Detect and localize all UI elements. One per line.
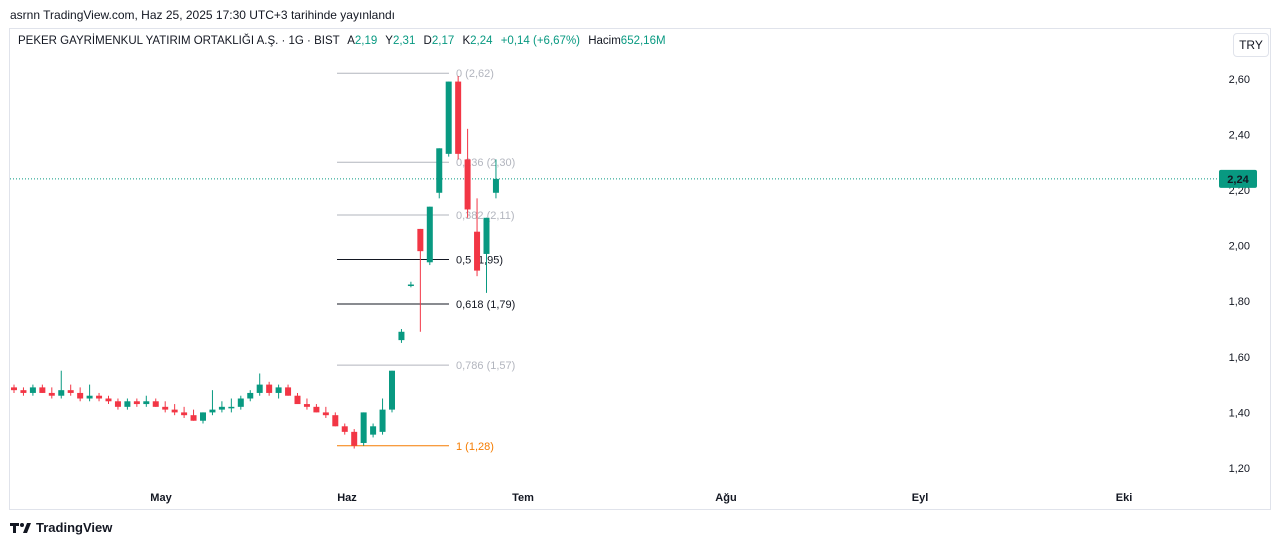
- time-tick-label: May: [150, 492, 172, 504]
- price-tick-label: 2,20: [1229, 185, 1250, 197]
- candle-body: [105, 398, 112, 402]
- last-price-badge: [1219, 169, 1257, 188]
- candle-body: [96, 395, 103, 399]
- symbol-title: PEKER GAYRİMENKUL YATIRIM ORTAKLIĞI A.Ş.…: [18, 35, 340, 47]
- candle-body: [171, 409, 178, 413]
- candle-body: [303, 404, 310, 407]
- currency-button[interactable]: TRY: [1233, 33, 1269, 57]
- candle-body: [370, 426, 377, 435]
- candle-body: [483, 217, 490, 254]
- high-label: Y: [385, 35, 393, 47]
- close-label: K: [462, 35, 471, 47]
- candle-body: [209, 409, 216, 413]
- fib-level-label: 1 (1,28): [456, 441, 494, 453]
- chart-frame: [9, 28, 1271, 510]
- time-tick-label: Eyl: [912, 492, 929, 504]
- candle-body: [58, 390, 65, 396]
- time-tick-label: Eki: [1116, 492, 1133, 504]
- time-tick-label: Haz: [337, 492, 357, 504]
- change-value: +0,14 (+6,67%): [500, 35, 580, 47]
- publisher-info: asrnn TradingView.com, Haz 25, 2025 17:3…: [10, 8, 396, 22]
- fib-level-label: 0,236 (2,30): [456, 157, 515, 169]
- candle-body: [332, 415, 339, 427]
- fib-level-label: 0,382 (2,11): [456, 210, 515, 222]
- tradingview-logo-icon: [10, 522, 31, 533]
- candle-body: [417, 228, 424, 252]
- volume-label: Hacim: [588, 35, 621, 47]
- candle-body: [162, 406, 169, 410]
- price-tick-label: 1,40: [1229, 407, 1250, 419]
- candle-body: [86, 395, 93, 399]
- low-value: 2,17: [431, 35, 455, 47]
- candle-body: [455, 81, 462, 154]
- fib-level-label: 0 (2,62): [456, 68, 494, 80]
- candle-body: [67, 390, 74, 393]
- price-tick-label: 2,60: [1229, 74, 1250, 86]
- fib-level-label: 0,786 (1,57): [456, 360, 515, 372]
- open-label: A: [347, 35, 355, 47]
- brand-name: TradingView: [36, 520, 113, 535]
- candle-body: [389, 370, 395, 410]
- candle-body: [77, 392, 84, 399]
- price-tick-label: 1,60: [1229, 352, 1250, 364]
- candle-body: [20, 390, 27, 393]
- candle-body: [190, 415, 197, 421]
- candle-body: [379, 409, 386, 432]
- candle-body: [351, 431, 358, 446]
- candle-body: [407, 284, 414, 287]
- close-value: 2,24: [470, 35, 493, 47]
- candle-body: [294, 395, 301, 405]
- tradingview-brand: TradingView: [10, 520, 112, 535]
- candle-body: [275, 387, 282, 393]
- price-tick-label: 2,40: [1229, 129, 1250, 141]
- candle-body: [11, 387, 17, 391]
- volume-value: 652,16M: [620, 35, 666, 47]
- candle-body: [360, 412, 367, 443]
- candle-body: [39, 387, 46, 393]
- time-tick-label: Tem: [512, 492, 534, 504]
- candle-body: [48, 392, 55, 396]
- high-value: 2,31: [392, 35, 416, 47]
- candle-body: [474, 231, 481, 271]
- candle-body: [114, 401, 121, 407]
- last-price-badge-label: 2,24: [1227, 174, 1249, 186]
- candle-body: [124, 401, 131, 407]
- candle-body: [492, 178, 499, 193]
- price-tick-label: 2,00: [1229, 241, 1250, 253]
- candle-body: [237, 398, 244, 407]
- candle-body: [436, 148, 443, 193]
- candle-body: [133, 401, 140, 405]
- candle-body: [152, 401, 159, 407]
- candle-body: [313, 406, 320, 413]
- candle-body: [218, 406, 225, 410]
- candle-body: [322, 412, 329, 416]
- candle-body: [285, 387, 292, 396]
- candle-body: [266, 384, 273, 393]
- candle-body: [143, 401, 150, 405]
- candle-body: [228, 406, 235, 409]
- fib-level-label: 0,618 (1,79): [456, 299, 515, 311]
- candle-body: [181, 412, 188, 416]
- price-tick-label: 1,80: [1229, 296, 1250, 308]
- candle-body: [256, 384, 263, 393]
- candle-body: [398, 331, 405, 341]
- time-tick-label: Ağu: [715, 492, 736, 504]
- candle-body: [247, 392, 254, 399]
- candle-body: [445, 81, 452, 154]
- price-tick-label: 1,20: [1229, 463, 1250, 475]
- candle-body: [29, 387, 36, 393]
- candle-body: [341, 426, 348, 432]
- open-value: 2,19: [354, 35, 378, 47]
- candle-body: [464, 159, 471, 210]
- candle-body: [426, 206, 433, 263]
- low-label: D: [423, 35, 432, 47]
- symbol-legend: PEKER GAYRİMENKUL YATIRIM ORTAKLIĞI A.Ş.…: [18, 35, 666, 47]
- candle-body: [200, 412, 206, 421]
